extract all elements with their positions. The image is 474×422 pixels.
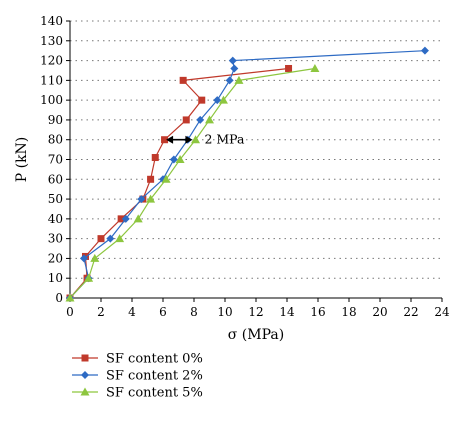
y-tick-label: 10	[48, 271, 63, 285]
x-tick-label: 12	[248, 305, 263, 319]
legend-marker	[80, 387, 90, 396]
x-tick-label: 8	[190, 305, 198, 319]
x-tick-label: 18	[341, 305, 356, 319]
y-tick-label: 80	[48, 133, 63, 147]
x-tick-label: 14	[279, 305, 295, 319]
axes	[66, 20, 443, 302]
x-tick-label: 24	[434, 305, 450, 319]
data-point	[225, 76, 234, 85]
x-tick-label: 6	[159, 305, 167, 319]
y-tick-label: 0	[55, 291, 63, 305]
data-point	[205, 115, 214, 124]
x-tick-label: 10	[217, 305, 232, 319]
data-point	[146, 194, 156, 203]
y-tick-label: 60	[48, 172, 63, 186]
data-point	[191, 135, 201, 144]
data-point	[228, 56, 237, 65]
gridlines	[70, 20, 442, 279]
data-point	[310, 63, 320, 72]
data-point	[161, 136, 169, 144]
x-axis-label: σ (MPa)	[228, 327, 284, 343]
y-tick-label: 40	[48, 212, 63, 226]
data-point	[182, 116, 190, 124]
data-point	[97, 235, 105, 243]
y-tick-label: 90	[48, 113, 63, 127]
annotation-arrow-head-left	[166, 135, 174, 144]
series-line	[69, 50, 425, 299]
y-tick-label: 120	[40, 54, 63, 68]
y-tick-label: 130	[40, 34, 63, 48]
x-tick-label: 2	[97, 305, 105, 319]
legend-label: SF content 0%	[106, 352, 203, 367]
legend-item-0: SF content 0%	[72, 352, 203, 367]
y-tick-label: 110	[40, 73, 63, 87]
series-line	[69, 67, 315, 299]
legend-item-2: SF content 5%	[72, 386, 203, 401]
data-point	[196, 115, 205, 124]
data-point	[161, 174, 171, 183]
annotation-arrow-head-right	[185, 135, 193, 144]
x-tick-label: 0	[66, 305, 74, 319]
data-point	[65, 293, 75, 302]
data-point	[169, 155, 178, 164]
data-point	[218, 95, 228, 104]
data-point	[198, 96, 206, 104]
series-2	[65, 63, 320, 302]
x-tick-label: 16	[310, 305, 325, 319]
data-point	[230, 64, 239, 73]
data-point	[147, 175, 155, 183]
data-point	[179, 76, 187, 84]
legend-label: SF content 2%	[106, 369, 203, 384]
data-point	[84, 273, 94, 282]
y-tick-label: 30	[48, 232, 63, 246]
y-tick-label: 140	[40, 14, 63, 28]
data-point	[121, 214, 130, 223]
series-line	[69, 67, 289, 299]
data-point	[79, 254, 88, 263]
annotation: 2 MPa	[166, 132, 245, 147]
data-point	[420, 46, 429, 55]
y-tick-label: 20	[48, 251, 63, 265]
data-point	[115, 234, 125, 243]
data-point	[90, 253, 100, 262]
y-tick-label: 50	[48, 192, 63, 206]
x-tick-label: 4	[128, 305, 136, 319]
data-point	[213, 96, 222, 105]
data-point	[106, 234, 115, 243]
series-layer	[65, 46, 429, 302]
data-point	[133, 214, 143, 223]
data-point	[285, 64, 293, 72]
data-point	[175, 155, 185, 163]
data-point	[234, 75, 244, 84]
data-point	[151, 154, 159, 162]
data-point	[117, 215, 125, 223]
series-1	[66, 46, 429, 302]
x-tick-label: 20	[372, 305, 387, 319]
annotation-label: 2 MPa	[204, 132, 245, 147]
legend: SF content 0% SF content 2% SF content 5%	[72, 352, 203, 401]
legend-marker	[81, 354, 89, 362]
y-tick-label: 70	[48, 153, 63, 167]
legend-label: SF content 5%	[106, 386, 203, 401]
data-point	[137, 195, 146, 204]
legend-marker	[81, 371, 89, 379]
x-tick-label: 22	[403, 305, 418, 319]
y-axis-label: P (kN)	[14, 137, 30, 183]
legend-item-1: SF content 2%	[72, 369, 203, 384]
y-tick-label: 100	[40, 93, 63, 107]
